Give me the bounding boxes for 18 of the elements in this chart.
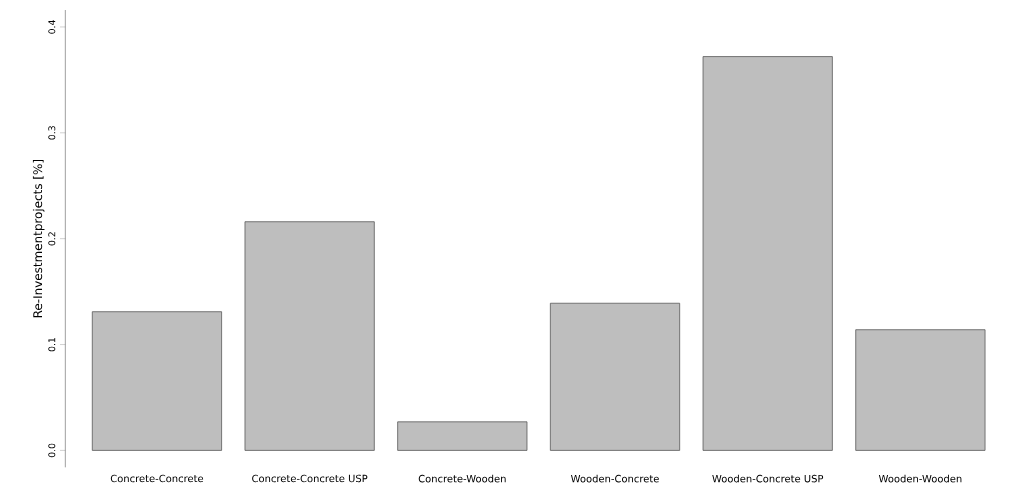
y-tick-label: 0.2 xyxy=(48,232,56,246)
x-tick-label: Wooden-Concrete USP xyxy=(712,474,824,483)
bar xyxy=(244,221,375,451)
y-tick-label: 0.1 xyxy=(48,337,56,352)
bar xyxy=(91,311,223,451)
y-tick-label: 0.0 xyxy=(48,443,56,458)
y-tick-label: 0.4 xyxy=(48,20,56,34)
bar xyxy=(855,329,986,451)
bar xyxy=(702,56,833,451)
y-tick-label: 0.3 xyxy=(48,126,56,140)
x-tick-label: Wooden-Wooden xyxy=(878,474,962,483)
y-axis-title: Re-Investmentprojects [%] xyxy=(32,160,45,318)
x-tick-label: Concrete-Concrete USP xyxy=(252,474,368,483)
x-tick-label: Wooden-Concrete xyxy=(570,474,659,483)
bar xyxy=(549,302,681,451)
bar xyxy=(397,421,528,451)
x-tick-label: Concrete-Concrete xyxy=(110,474,204,483)
x-tick-label: Concrete-Wooden xyxy=(418,474,506,483)
